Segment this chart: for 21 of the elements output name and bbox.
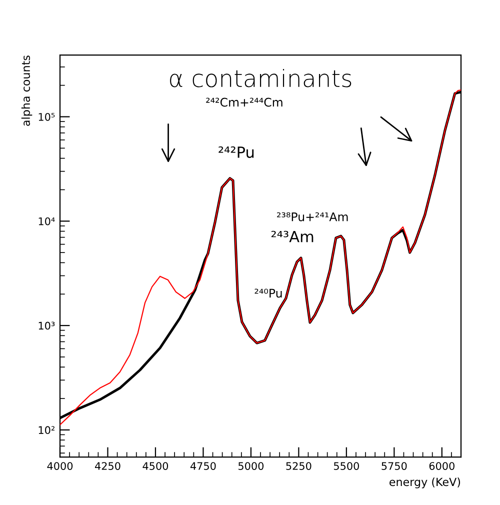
x-tick-label: 4750: [190, 462, 216, 470]
y-tick-label: 10³: [38, 322, 55, 330]
annotation: ²³⁸Pu+²⁴¹Am: [277, 212, 348, 222]
x-tick-label: 4000: [47, 462, 73, 470]
x-tick-label: 5250: [286, 462, 312, 470]
annotation: ²⁴²Pu: [218, 146, 254, 158]
chart-title: α contaminants: [170, 68, 352, 88]
x-tick-label: 5750: [382, 462, 407, 470]
x-tick-label: 5500: [334, 462, 359, 470]
annotation: ²⁴²Cm+²⁴⁴Cm: [206, 98, 282, 107]
y-tick-label: 10⁵: [38, 112, 55, 121]
x-axis-title: energy (KeV): [390, 478, 460, 488]
x-tick-label: 5000: [238, 462, 264, 470]
x-tick-label: 6000: [429, 462, 454, 470]
y-axis-title: alpha counts: [21, 56, 32, 126]
annotation: ²⁴⁰Pu: [254, 288, 282, 298]
x-tick-label: 4500: [142, 462, 168, 470]
x-tick-label: 4250: [94, 462, 120, 470]
annotation: ²⁴³Am: [271, 230, 314, 242]
y-tick-label: 10⁴: [38, 217, 55, 226]
y-tick-label: 10²: [38, 426, 54, 434]
